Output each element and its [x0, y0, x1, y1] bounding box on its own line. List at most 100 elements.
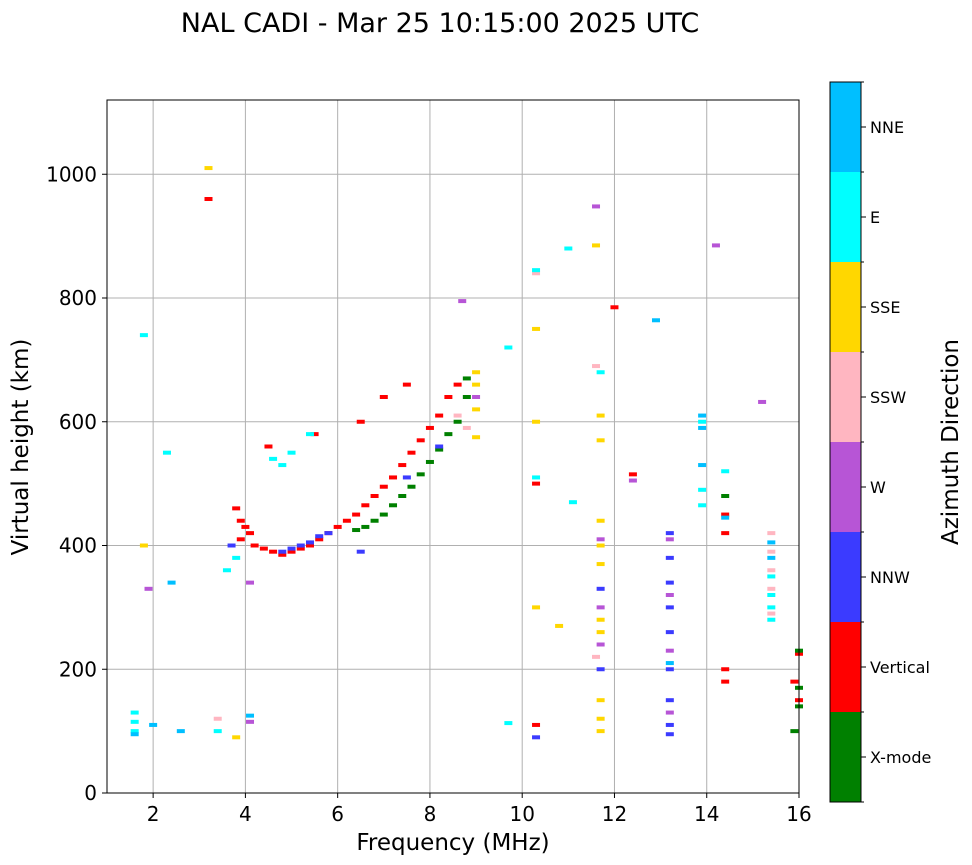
data-point: [721, 494, 730, 498]
data-point: [259, 546, 268, 551]
data-point: [250, 543, 259, 548]
data-point: [504, 345, 513, 350]
data-point: [324, 531, 333, 536]
data-point: [698, 413, 707, 418]
series-x-mode: [352, 376, 803, 734]
data-point: [130, 719, 139, 724]
data-point: [592, 204, 601, 209]
data-point: [462, 376, 471, 381]
data-point: [315, 537, 324, 542]
data-point: [721, 667, 730, 672]
data-point: [596, 630, 605, 635]
data-point: [665, 732, 674, 737]
colorbar-segment: [830, 352, 861, 442]
data-point: [532, 419, 541, 424]
data-point: [246, 713, 255, 718]
x-tick-label: 12: [602, 802, 627, 826]
x-tick-label: 14: [694, 802, 719, 826]
data-point: [564, 246, 573, 251]
data-point: [370, 518, 379, 523]
data-point: [139, 543, 148, 548]
data-point: [236, 537, 245, 542]
data-point: [721, 679, 730, 684]
series-w: [144, 204, 767, 724]
data-point: [767, 531, 776, 536]
data-point: [213, 729, 222, 734]
data-point: [698, 463, 707, 468]
data-point: [592, 364, 601, 369]
colorbar-tick-label: SSE: [870, 298, 900, 317]
data-point: [698, 425, 707, 430]
data-point: [287, 549, 296, 554]
data-point: [232, 555, 241, 560]
colorbar-segment: [830, 262, 861, 352]
data-point: [596, 518, 605, 523]
data-point: [665, 667, 674, 672]
data-point: [389, 475, 398, 480]
data-point: [305, 540, 314, 545]
data-point: [596, 617, 605, 622]
data-point: [532, 475, 541, 480]
data-point: [402, 475, 411, 480]
data-point: [721, 531, 730, 536]
data-point: [532, 481, 541, 486]
data-point: [425, 459, 434, 464]
x-tick-label: 4: [239, 802, 252, 826]
colorbar: X-mode Vertical NNW W SSW SSE E NNE: [829, 81, 931, 803]
data-point: [149, 722, 158, 727]
data-point: [472, 435, 481, 440]
data-point: [596, 729, 605, 734]
data-point: [269, 456, 278, 461]
series-e: [130, 246, 776, 734]
data-point: [767, 568, 776, 573]
data-point: [213, 716, 222, 721]
data-point: [665, 531, 674, 536]
data-point: [361, 524, 370, 529]
data-point: [204, 197, 213, 201]
data-point: [665, 698, 674, 703]
x-tick-label: 2: [147, 802, 160, 826]
data-point: [596, 698, 605, 703]
data-point: [758, 399, 767, 404]
data-point: [222, 568, 231, 573]
series-nne: [130, 318, 776, 737]
colorbar-segment: [830, 622, 861, 712]
data-point: [504, 721, 513, 726]
data-point: [665, 722, 674, 727]
data-point: [356, 419, 365, 424]
data-point: [628, 472, 637, 477]
y-tick-label: 800: [59, 286, 97, 310]
data-point: [767, 611, 776, 616]
data-point: [139, 333, 148, 338]
colorbar-segment: [830, 172, 861, 262]
x-axis-ticks: 2 4 6 8 10 12 14 16: [147, 793, 812, 826]
data-point: [435, 413, 444, 418]
data-point: [665, 710, 674, 715]
data-point: [407, 450, 416, 455]
y-axis-label: Virtual height (km): [8, 339, 34, 556]
data-point: [767, 574, 776, 579]
colorbar-frame: [829, 81, 862, 803]
grid-lines: [107, 100, 800, 794]
data-point: [241, 524, 250, 529]
data-point: [287, 546, 296, 551]
data-point: [767, 549, 776, 554]
data-point: [278, 552, 287, 557]
colorbar-label: Azimuth Direction: [938, 339, 964, 545]
data-point: [310, 432, 319, 437]
data-point: [278, 463, 287, 468]
data-point: [472, 407, 481, 412]
data-point: [315, 534, 324, 539]
data-point: [665, 555, 674, 560]
data-point: [596, 605, 605, 610]
data-point: [555, 623, 564, 628]
data-point: [287, 450, 296, 455]
colorbar-segment: [830, 532, 861, 622]
data-point: [532, 735, 541, 740]
series-vertical: [204, 197, 803, 727]
colorbar-tick-label: NNE: [870, 118, 904, 137]
data-point: [665, 648, 674, 653]
data-point: [665, 537, 674, 542]
data-point: [264, 444, 273, 449]
data-point: [711, 243, 720, 248]
